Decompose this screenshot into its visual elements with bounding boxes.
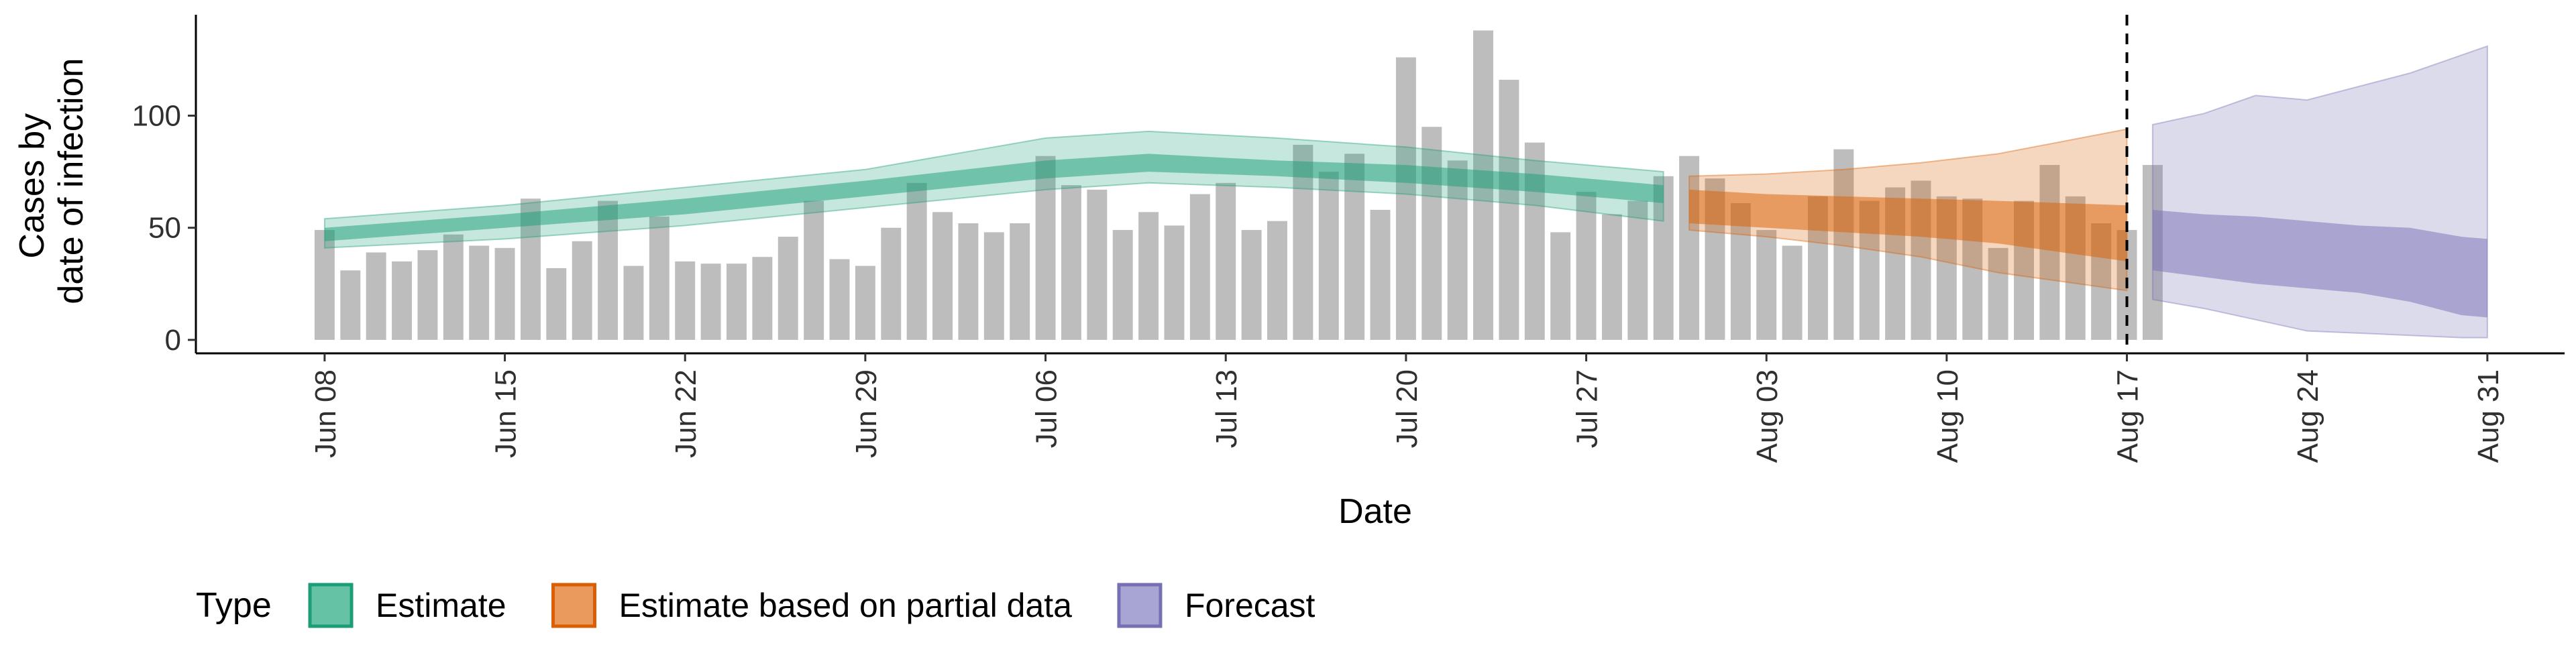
case-bar	[1782, 245, 1803, 340]
case-bar	[1035, 156, 1056, 340]
case-bar	[958, 223, 979, 340]
legend-label: Estimate	[376, 587, 506, 624]
x-tick-label: Jul 27	[1571, 369, 1604, 448]
x-tick-label: Jun 29	[850, 369, 883, 458]
case-bar	[881, 227, 902, 340]
case-bar	[675, 261, 696, 340]
case-bar	[1216, 182, 1236, 340]
case-bar	[392, 261, 413, 340]
x-tick-label: Aug 31	[2472, 369, 2505, 463]
case-bar	[1189, 194, 1210, 340]
case-bar	[1679, 156, 1700, 340]
x-tick-label: Jun 08	[309, 369, 342, 458]
case-bar	[1267, 221, 1287, 340]
case-bar	[700, 263, 721, 340]
legend: Type Estimate Estimate based on partial da…	[196, 583, 1316, 628]
y-axis-title: Cases by date of infection	[13, 58, 91, 304]
legend-key	[551, 583, 597, 628]
case-bar	[932, 212, 953, 340]
x-tick-label: Aug 03	[1751, 369, 1784, 463]
x-axis-title: Date	[1338, 492, 1412, 531]
case-bar	[1010, 223, 1030, 340]
case-bar	[1112, 230, 1133, 340]
y-axis-title-line-1: Cases by	[13, 113, 52, 259]
case-bar	[829, 259, 850, 340]
y-tick-label: 50	[148, 212, 181, 245]
case-bar	[1344, 154, 1365, 340]
estimate-inner-band	[324, 154, 1664, 241]
case-bar	[598, 200, 619, 340]
legend-key	[308, 583, 354, 628]
x-tick-label: Jun 15	[490, 369, 523, 458]
case-bar	[1395, 57, 1416, 340]
case-bar	[1627, 200, 1648, 340]
case-bar	[623, 266, 644, 340]
case-bar	[366, 252, 386, 340]
case-bar	[572, 241, 592, 340]
case-bar	[1988, 247, 2008, 340]
case-bar	[443, 234, 464, 340]
estimate-outer-band	[323, 130, 1664, 249]
y-axis-title-line-2: date of infection	[52, 58, 91, 304]
case-bar	[417, 250, 438, 340]
case-bar	[469, 245, 490, 340]
case-bar	[1576, 192, 1597, 340]
case-bar	[1653, 176, 1674, 340]
x-tick-label: Jul 13	[1210, 369, 1243, 448]
x-tick-label: Jul 06	[1030, 369, 1063, 448]
x-tick-label: Aug 24	[2292, 369, 2324, 463]
forecast-inner-band	[2152, 210, 2487, 318]
case-bar	[727, 263, 747, 340]
case-bar	[546, 268, 567, 340]
case-bar	[1061, 185, 1081, 340]
case-bar	[1756, 230, 1777, 340]
case-bar	[855, 266, 875, 340]
case-bar	[777, 237, 798, 340]
case-bar	[2039, 165, 2060, 340]
legend-title: Type	[196, 586, 272, 625]
case-bar	[983, 232, 1004, 340]
case-bar	[906, 182, 927, 340]
case-bar	[314, 230, 335, 340]
case-bar	[1499, 79, 1519, 340]
case-bar	[1241, 230, 1262, 340]
case-bar	[1550, 232, 1571, 340]
case-bar	[1601, 214, 1622, 340]
reported-cases-bars	[314, 30, 2163, 340]
case-bar	[752, 257, 773, 340]
case-bar	[340, 270, 361, 340]
case-bar	[649, 216, 669, 340]
case-bar	[1370, 209, 1391, 340]
y-tick-label: 100	[132, 99, 181, 132]
y-tick-label: 0	[165, 324, 181, 357]
case-bar	[804, 200, 824, 340]
legend-key	[1117, 583, 1163, 628]
case-bar	[1138, 212, 1159, 340]
legend-label: Forecast	[1185, 587, 1316, 624]
case-bar	[1833, 149, 1854, 340]
case-bar	[1421, 127, 1442, 340]
estimate-based-on-partial-data-inner-band	[1689, 189, 2127, 261]
legend-label: Estimate based on partial data	[619, 587, 1073, 624]
estimate-bands	[323, 45, 2488, 339]
x-tick-label: Jul 20	[1391, 369, 1424, 448]
axes: 0 50 100 Jun 08 Jun 15 Jun 22 Jun 29 Jul 06 Jul …	[132, 15, 2565, 463]
x-tick-label: Jun 22	[669, 369, 702, 458]
case-bar	[1164, 225, 1185, 340]
x-tick-label: Aug 17	[2112, 369, 2145, 463]
case-bar	[1087, 189, 1108, 340]
x-tick-label: Aug 10	[1931, 369, 1964, 463]
case-bar	[1318, 172, 1339, 340]
case-bar	[1447, 160, 1468, 340]
case-bar	[494, 247, 515, 340]
